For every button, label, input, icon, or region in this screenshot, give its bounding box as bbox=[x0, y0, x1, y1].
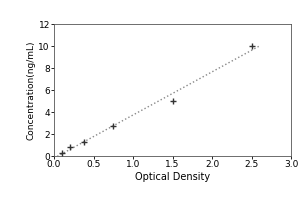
Y-axis label: Concentration(ng/mL): Concentration(ng/mL) bbox=[27, 40, 36, 140]
X-axis label: Optical Density: Optical Density bbox=[135, 172, 210, 182]
